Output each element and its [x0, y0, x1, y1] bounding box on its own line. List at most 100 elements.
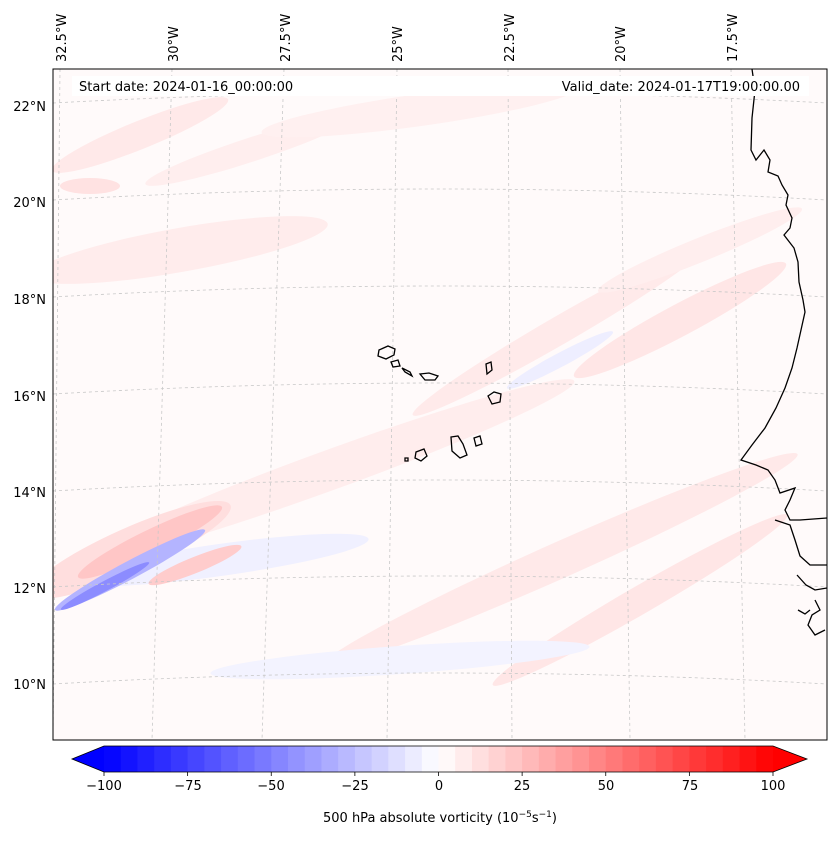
- colorbar-segment: [739, 746, 757, 772]
- colorbar-segment: [622, 746, 640, 772]
- parallel-line: [53, 382, 827, 395]
- colorbar-tick-label: 50: [598, 779, 615, 794]
- colorbar-segment: [639, 746, 657, 772]
- colorbar-segment: [756, 746, 774, 772]
- lon-label: 20°W: [614, 26, 629, 62]
- colorbar-title-exp1: −5: [519, 810, 532, 820]
- colorbar-tick-label: 75: [682, 779, 699, 794]
- parallel-line: [53, 479, 827, 492]
- vorticity-band-positive: [573, 261, 787, 379]
- colorbar-segment: [589, 746, 607, 772]
- colorbar-segment: [706, 746, 724, 772]
- colorbar-segment: [605, 746, 624, 772]
- colorbar-segment: [154, 746, 172, 772]
- island-outline: [401, 367, 414, 378]
- vorticity-band-negative: [506, 331, 614, 389]
- africa-coastline: [739, 69, 827, 521]
- annotation-box: [72, 76, 809, 96]
- vorticity-band-positive: [53, 97, 229, 173]
- colorbar-title-main: 500 hPa absolute vorticity (10: [323, 811, 519, 826]
- lat-label: 14°N: [13, 486, 46, 501]
- island-outline: [485, 361, 493, 376]
- colorbar-ticks: −100 −75 −50 −25 0 25 50 75 100: [86, 779, 785, 794]
- colorbar-segment: [120, 746, 139, 772]
- island-outline: [487, 391, 502, 405]
- meridian-line: [261, 69, 285, 740]
- africa-coastline: [796, 574, 827, 591]
- graticule: [53, 69, 827, 740]
- parallel-line: [53, 575, 827, 588]
- start-date-label: Start date: 2024-01-16_00:00:00: [79, 80, 293, 95]
- colorbar-segment: [505, 746, 523, 772]
- colorbar: [70, 745, 809, 776]
- colorbar-title-mid: s: [532, 811, 539, 826]
- vorticity-band-negative: [210, 640, 590, 680]
- meridian-line: [730, 69, 746, 740]
- colorbar-segment: [237, 746, 256, 772]
- colorbar-segment: [421, 746, 440, 772]
- colorbar-tick-label: −50: [257, 779, 284, 794]
- lon-label: 27.5°W: [279, 14, 294, 62]
- colorbar-segment: [655, 746, 674, 772]
- colorbar-segment: [354, 746, 373, 772]
- colorbar-segment: [438, 746, 456, 772]
- colorbar-segment: [572, 746, 590, 772]
- vorticity-field: [53, 82, 803, 686]
- latitude-labels: 22°N 20°N 18°N 16°N 14°N 12°N 10°N: [13, 100, 46, 693]
- colorbar-segment: [538, 746, 557, 772]
- lat-label: 16°N: [13, 390, 46, 405]
- coastline: [377, 69, 827, 636]
- colorbar-title-exp2: −1: [539, 810, 552, 820]
- colorbar-title-end: ): [552, 811, 557, 826]
- colorbar-segment: [722, 746, 741, 772]
- longitude-labels: 32.5°W 30°W 27.5°W 25°W 22.5°W 20°W 17.5…: [55, 14, 741, 62]
- vorticity-band-positive: [261, 82, 579, 138]
- map-frame: [52, 68, 828, 741]
- colorbar-segment: [304, 746, 323, 772]
- vorticity-band-positive: [322, 452, 798, 668]
- vorticity-band-positive: [53, 216, 328, 284]
- colorbar-segment: [388, 746, 406, 772]
- lon-label: 32.5°W: [55, 14, 70, 62]
- island-outline: [377, 345, 396, 360]
- vorticity-band-positive: [597, 207, 803, 293]
- island-outline: [418, 372, 440, 381]
- meridian-line: [53, 69, 61, 740]
- colorbar-tick-label: −100: [86, 779, 122, 794]
- island-outline: [473, 435, 483, 447]
- colorbar-segment: [104, 746, 122, 772]
- colorbar-tick-label: −25: [341, 779, 368, 794]
- meridian-line: [619, 69, 631, 740]
- parallel-line: [53, 672, 827, 685]
- colorbar-segment: [522, 746, 540, 772]
- colorbar-segment: [254, 746, 272, 772]
- island-outline: [404, 457, 409, 462]
- colorbar-segment: [187, 746, 205, 772]
- colorbar-segment: [371, 746, 389, 772]
- meridian-line: [507, 69, 513, 740]
- colorbar-segment: [321, 746, 339, 772]
- colorbar-extend-low: [72, 746, 104, 772]
- parallel-line: [53, 92, 827, 104]
- island-outline: [450, 435, 468, 459]
- colorbar-segment: [672, 746, 690, 772]
- colorbar-segment: [137, 746, 155, 772]
- colorbar-segment: [455, 746, 473, 772]
- africa-coastline: [797, 609, 811, 615]
- island-outline: [414, 448, 428, 462]
- colorbar-segment: [555, 746, 573, 772]
- meridian-line: [386, 69, 398, 740]
- lon-label: 30°W: [167, 26, 182, 62]
- africa-coastline: [807, 599, 826, 636]
- lat-label: 20°N: [13, 196, 46, 211]
- vorticity-band-positive: [77, 505, 223, 579]
- vorticity-band-positive: [60, 178, 120, 194]
- colorbar-segment: [471, 746, 490, 772]
- colorbar-tick-label: 25: [514, 779, 531, 794]
- lon-label: 17.5°W: [726, 14, 741, 62]
- africa-coastline: [774, 519, 827, 566]
- valid-date-label: Valid_date: 2024-01-17T19:00:00.00: [562, 80, 800, 95]
- vorticity-band-positive: [148, 544, 242, 586]
- colorbar-segment: [405, 746, 423, 772]
